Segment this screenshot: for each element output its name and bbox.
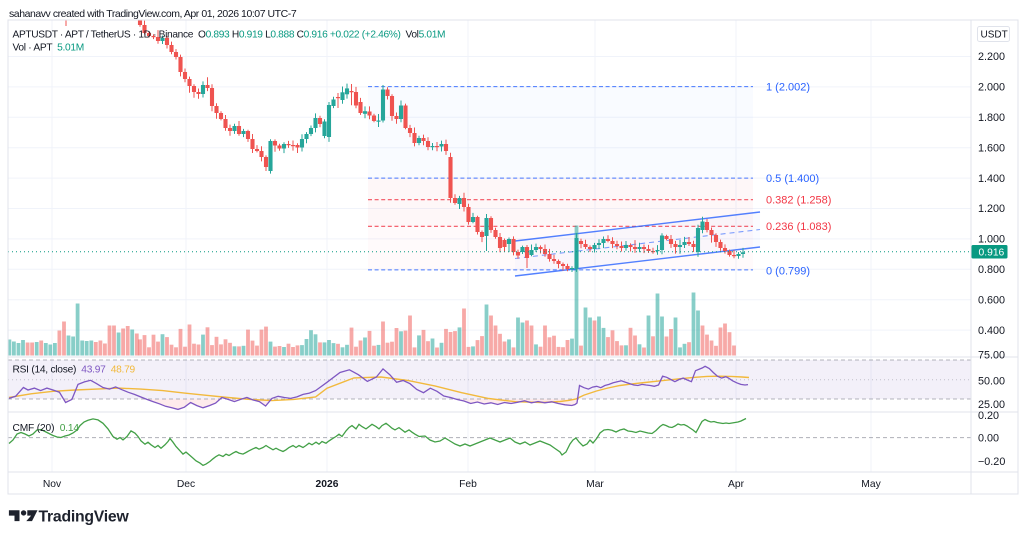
svg-text:Feb: Feb <box>459 479 477 490</box>
svg-text:1 (2.002): 1 (2.002) <box>766 82 810 94</box>
svg-text:CMF (20) 0.14: CMF (20) 0.14 <box>13 423 80 434</box>
svg-text:1.600: 1.600 <box>978 142 1005 154</box>
svg-text:0.382 (1.258): 0.382 (1.258) <box>766 195 831 207</box>
svg-text:0.20: 0.20 <box>978 410 999 422</box>
svg-text:Mar: Mar <box>586 479 604 490</box>
svg-text:USDT: USDT <box>981 29 1008 40</box>
svg-text:−0.20: −0.20 <box>978 456 1005 468</box>
svg-text:2.200: 2.200 <box>978 51 1005 63</box>
svg-text:TradingView: TradingView <box>39 508 130 525</box>
svg-text:RSI (14, close) 43.97 48.79: RSI (14, close) 43.97 48.79 <box>13 365 136 376</box>
svg-text:0.600: 0.600 <box>978 294 1005 306</box>
svg-text:0.916: 0.916 <box>979 247 1005 258</box>
svg-text:Dec: Dec <box>177 479 195 490</box>
svg-text:50.00: 50.00 <box>978 376 1005 388</box>
svg-text:25.00: 25.00 <box>978 399 1005 411</box>
svg-text:0 (0.799): 0 (0.799) <box>766 265 810 277</box>
svg-text:1.800: 1.800 <box>978 112 1005 124</box>
svg-text:0.400: 0.400 <box>978 325 1005 337</box>
svg-text:1.400: 1.400 <box>978 173 1005 185</box>
svg-text:APTUSDT · APT / TetherUS · 1D: APTUSDT · APT / TetherUS · 1D · Binance … <box>13 30 446 41</box>
svg-text:May: May <box>861 479 881 490</box>
svg-text:1.000: 1.000 <box>978 234 1005 246</box>
svg-text:Vol · APT 5.01M: Vol · APT 5.01M <box>13 43 84 54</box>
svg-text:75.00: 75.00 <box>978 350 1005 362</box>
svg-text:Nov: Nov <box>43 479 62 490</box>
svg-text:0.5 (1.400): 0.5 (1.400) <box>766 173 819 185</box>
svg-text:sahanavv created with TradingV: sahanavv created with TradingView.com, A… <box>9 8 297 20</box>
svg-text:0.00: 0.00 <box>978 433 999 445</box>
svg-text:2.000: 2.000 <box>978 82 1005 94</box>
svg-text:2026: 2026 <box>316 479 339 490</box>
svg-text:1.200: 1.200 <box>978 203 1005 215</box>
svg-text:0.236 (1.083): 0.236 (1.083) <box>766 221 831 233</box>
svg-text:Apr: Apr <box>728 479 745 490</box>
svg-text:0.800: 0.800 <box>978 264 1005 276</box>
